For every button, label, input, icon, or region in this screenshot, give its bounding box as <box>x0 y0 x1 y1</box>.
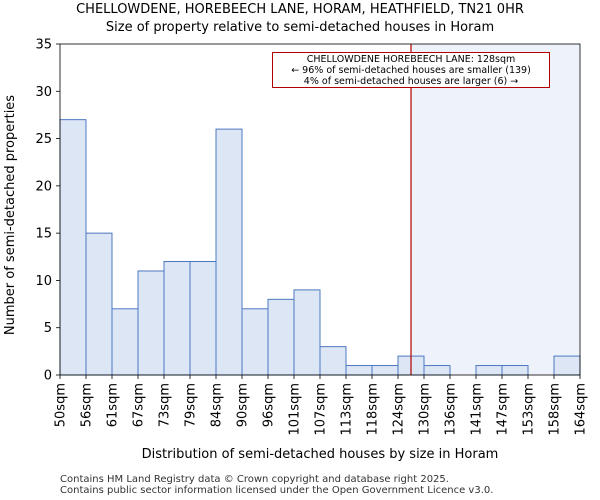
x-tick-label: 147sqm <box>496 383 511 436</box>
x-tick-label: 61sqm <box>106 383 121 427</box>
y-tick-label: 0 <box>44 369 52 384</box>
x-tick-label: 158sqm <box>548 383 563 436</box>
x-tick-label: 141sqm <box>470 383 485 436</box>
annotation-line-3: 4% of semi-detached houses are larger (6… <box>303 76 519 87</box>
chart-subtitle: Size of property relative to semi-detach… <box>105 20 495 35</box>
x-tick-label: 118sqm <box>366 383 381 436</box>
bar-50sqm <box>59 119 87 376</box>
bar-101sqm <box>293 289 321 376</box>
y-tick-label: 35 <box>35 38 52 53</box>
x-tick-label: 153sqm <box>522 383 537 436</box>
bar-141sqm <box>475 365 503 376</box>
x-tick-label: 136sqm <box>444 383 459 436</box>
x-tick-label: 90sqm <box>236 383 251 427</box>
bar-118sqm <box>371 365 399 376</box>
bar-61sqm <box>111 308 139 376</box>
bar-158sqm <box>553 355 581 376</box>
x-tick-label: 130sqm <box>418 383 433 436</box>
annotation-box: CHELLOWDENE HOREBEECH LANE: 128sqm ← 96%… <box>272 52 550 88</box>
bar-130sqm <box>423 365 451 376</box>
bar-67sqm <box>137 270 165 376</box>
x-tick-label: 73sqm <box>158 383 173 427</box>
bar-113sqm <box>345 365 373 376</box>
bar-56sqm <box>85 232 113 376</box>
y-tick-label: 30 <box>35 85 52 100</box>
annotation-line-2: ← 96% of semi-detached houses are smalle… <box>291 65 531 76</box>
x-tick-label: 67sqm <box>132 383 147 427</box>
annotation-line-1: CHELLOWDENE HOREBEECH LANE: 128sqm <box>306 54 516 65</box>
x-tick-label: 50sqm <box>54 383 69 427</box>
y-tick-label: 15 <box>35 227 52 242</box>
larger-region-shade <box>411 44 580 375</box>
y-axis-label: Number of semi-detached properties <box>3 95 18 335</box>
y-tick-label: 20 <box>35 179 52 194</box>
footer-copyright: Contains HM Land Registry data © Crown c… <box>60 474 449 485</box>
x-axis-label: Distribution of semi-detached houses by … <box>142 447 499 462</box>
x-tick-label: 56sqm <box>80 383 95 427</box>
y-tick-label: 25 <box>35 132 52 147</box>
x-tick-label: 113sqm <box>340 383 355 436</box>
x-tick-label: 79sqm <box>184 383 199 427</box>
y-tick-label: 5 <box>44 321 52 336</box>
y-tick-label: 10 <box>35 274 52 289</box>
bar-96sqm <box>267 298 295 376</box>
x-tick-label: 101sqm <box>288 383 303 436</box>
bar-107sqm <box>319 346 347 376</box>
bar-147sqm <box>501 365 529 376</box>
bar-73sqm <box>163 261 191 376</box>
x-tick-label: 96sqm <box>262 383 277 427</box>
chart-title: CHELLOWDENE, HOREBEECH LANE, HORAM, HEAT… <box>76 2 524 17</box>
bar-90sqm <box>241 308 269 376</box>
x-tick-label: 164sqm <box>574 383 589 436</box>
x-tick-label: 107sqm <box>314 383 329 436</box>
bar-79sqm <box>189 261 217 376</box>
footer-licence: Contains public sector information licen… <box>60 485 494 496</box>
x-tick-label: 84sqm <box>210 383 225 427</box>
x-tick-label: 124sqm <box>392 383 407 436</box>
bar-84sqm <box>215 128 243 376</box>
